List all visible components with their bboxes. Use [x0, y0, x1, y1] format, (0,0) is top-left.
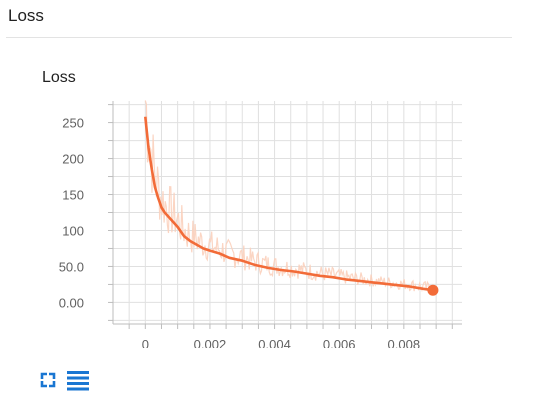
fullscreen-icon	[40, 372, 56, 388]
chart-toolbar	[36, 368, 156, 392]
x-tick-label: 0.004	[258, 337, 291, 348]
tick-labels: 0 0.002 0.004 0.006 0.008 0.00 50.0 100 150 200 25…	[59, 116, 420, 348]
y-tick-label: 0.00	[59, 295, 84, 310]
loss-chart[interactable]: 0 0.002 0.004 0.006 0.008 0.00 50.0 100 150 200 25…	[0, 38, 538, 348]
x-tick-label: 0.006	[323, 337, 356, 348]
loss-line	[144, 116, 434, 292]
x-tick-label: 0.008	[388, 337, 421, 348]
smoothed-series	[144, 116, 439, 296]
y-tick-label: 100	[62, 223, 84, 238]
raw-series	[144, 100, 434, 295]
section-divider	[6, 37, 512, 38]
x-tick-label: 0.002	[194, 337, 227, 348]
chart-axes	[108, 101, 462, 329]
section-header: Loss	[0, 0, 538, 38]
section-title: Loss	[8, 6, 44, 25]
y-tick-label: 150	[62, 188, 84, 203]
show-data-button[interactable]	[66, 368, 90, 392]
x-tick-label: 0	[142, 337, 149, 348]
chart-title: Loss	[42, 69, 76, 86]
list-icon	[67, 371, 89, 391]
chart-grid	[113, 101, 462, 324]
y-tick-label: 50.0	[59, 259, 84, 274]
fullscreen-button[interactable]	[36, 368, 60, 392]
loss-endpoint	[427, 284, 439, 296]
y-tick-label: 250	[62, 116, 84, 131]
chart-card: Loss 0 0.002 0.004 0.006 0.008 0.00 50.0 100 150…	[0, 38, 538, 413]
y-tick-label: 200	[62, 152, 84, 167]
raw-loss-line	[144, 100, 434, 295]
